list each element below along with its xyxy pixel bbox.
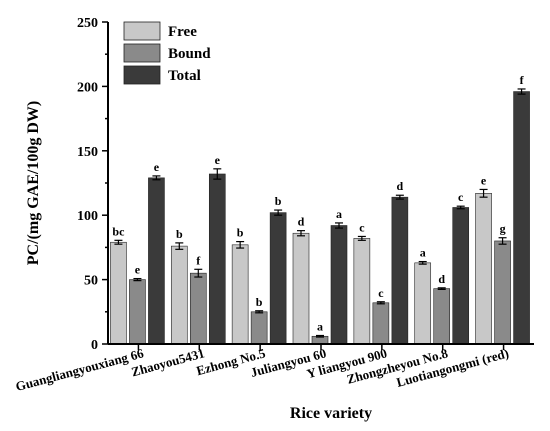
legend-label: Free (168, 24, 197, 40)
significance-label: d (298, 215, 305, 229)
bar (148, 177, 165, 345)
significance-label: a (336, 207, 342, 221)
legend-swatch (123, 21, 161, 41)
bar (494, 240, 511, 345)
significance-label: a (317, 319, 323, 333)
significance-label: f (196, 253, 201, 267)
bar (513, 91, 530, 345)
legend-swatch (123, 65, 161, 85)
bar (129, 279, 146, 345)
bar (433, 288, 451, 345)
significance-label: d (397, 179, 404, 193)
significance-label: c (359, 220, 365, 234)
significance-label: e (135, 263, 141, 277)
significance-label: c (458, 190, 464, 204)
bar (110, 241, 127, 345)
y-tick-label: 50 (84, 274, 98, 289)
bar (372, 302, 390, 345)
significance-label: bc (112, 224, 125, 238)
bar (189, 272, 207, 345)
legend-swatch (123, 43, 161, 63)
significance-label: e (481, 173, 487, 187)
bar (391, 196, 409, 345)
significance-label: b (176, 227, 183, 241)
bar (452, 207, 470, 345)
significance-label: g (500, 222, 506, 236)
y-tick-label: 200 (77, 80, 98, 95)
legend-label: Total (168, 68, 201, 84)
significance-label: e (215, 153, 221, 167)
bar (269, 212, 287, 345)
significance-label: f (520, 73, 525, 87)
bar (292, 232, 310, 345)
significance-label: b (237, 226, 244, 240)
bar (330, 225, 348, 345)
y-tick-label: 0 (91, 338, 98, 353)
legend: Free Bound Total (123, 21, 211, 85)
bar (170, 245, 188, 345)
legend-label: Bound (168, 46, 211, 62)
y-tick-label: 250 (77, 16, 98, 31)
y-tick-label: 100 (77, 209, 98, 224)
significance-label: b (256, 295, 263, 309)
bar (353, 238, 371, 345)
x-tick-label: Guangliangyouxiang 66 (14, 345, 146, 394)
bar (231, 244, 249, 345)
significance-label: a (420, 246, 426, 260)
significance-label: c (378, 286, 384, 300)
significance-label: b (275, 194, 282, 208)
y-axis-title: PC/(mg GAE/100g DW) (25, 101, 42, 265)
bar (208, 173, 226, 345)
bar (475, 193, 492, 345)
bar (250, 311, 268, 345)
significance-label: d (438, 272, 445, 286)
bar (414, 262, 432, 345)
significance-label: e (154, 160, 160, 174)
x-axis-title: Rice variety (290, 405, 372, 422)
y-tick-label: 150 (77, 145, 98, 160)
